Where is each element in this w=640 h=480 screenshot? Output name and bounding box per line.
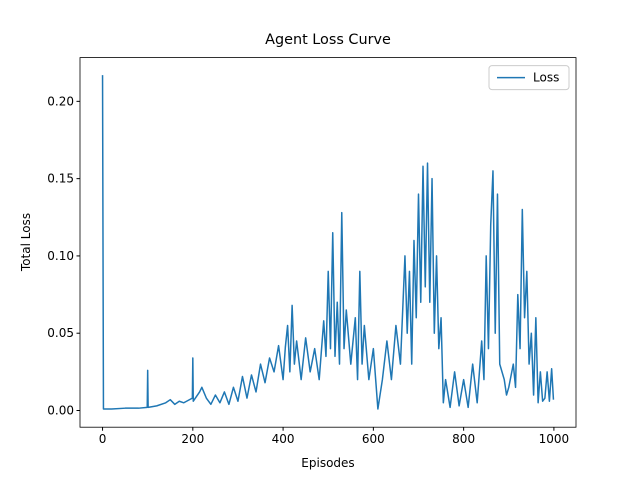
- plot-frame: [79, 57, 577, 428]
- x-tick-label: 200: [181, 432, 204, 446]
- x-tick-label: 400: [272, 432, 295, 446]
- x-tick-label: 1000: [539, 432, 570, 446]
- legend-box: [488, 65, 570, 91]
- y-axis-label: Total Loss: [19, 213, 33, 272]
- x-axis-label: Episodes: [301, 456, 354, 470]
- y-tick-label: 0.05: [47, 326, 74, 340]
- x-tick-label: 600: [362, 432, 385, 446]
- y-tick-label: 0.20: [47, 94, 74, 108]
- y-tick-label: 0.00: [47, 404, 74, 418]
- x-tick-label: 0: [99, 432, 107, 446]
- legend-label: Loss: [533, 71, 559, 85]
- y-tick-label: 0.15: [47, 172, 74, 186]
- loss-line: [101, 75, 555, 410]
- y-tick-label: 0.10: [47, 249, 74, 263]
- chart-title: Agent Loss Curve: [265, 32, 391, 48]
- x-tick-label: 800: [452, 432, 475, 446]
